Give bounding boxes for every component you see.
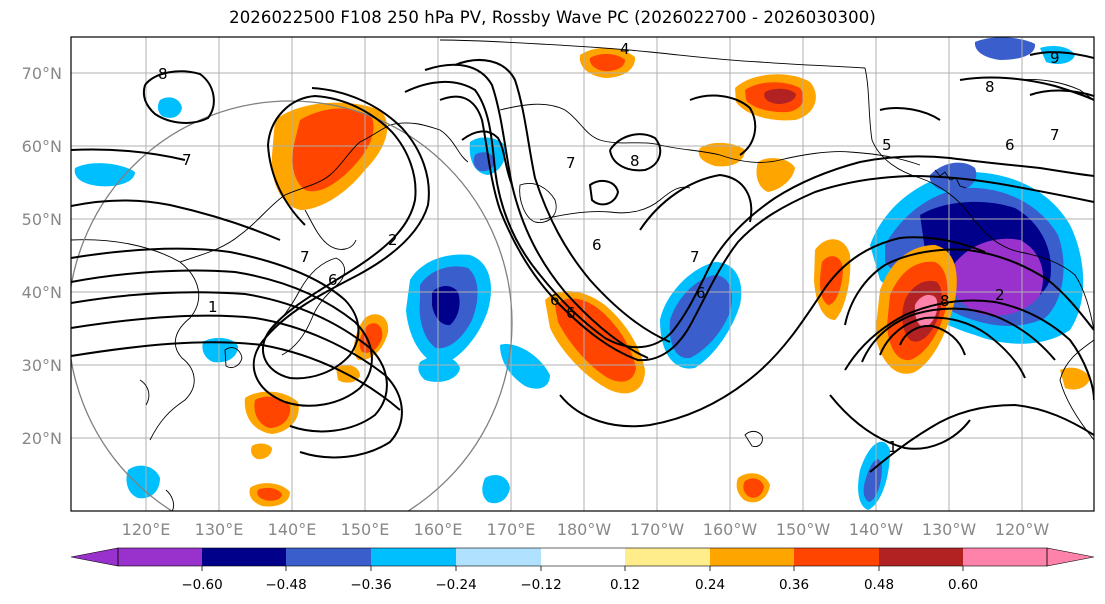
contour-label: 7 xyxy=(182,151,192,169)
colorbar-tick-label: −0.48 xyxy=(265,577,306,593)
colorbar-tick-label: −0.60 xyxy=(181,577,222,593)
lat-label: 50°N xyxy=(22,210,62,229)
contour-labels: 4 8 9 8 7 7 7 5 6 7 8 6 6 7 6 6 1 8 2 6 … xyxy=(158,40,1060,456)
contour-label: 7 xyxy=(566,154,576,172)
contour-label: 7 xyxy=(300,248,310,266)
contour-label: 6 xyxy=(696,284,706,302)
contour-label: 2 xyxy=(995,286,1005,304)
contour-label: 7 xyxy=(690,248,700,266)
longitude-labels: 120°E 130°E 140°E 150°E 160°E 170°E 180°… xyxy=(122,520,1050,539)
map-title: 2026022500 F108 250 hPa PV, Rossby Wave … xyxy=(229,8,876,27)
region-circle xyxy=(71,100,513,511)
lon-label: 180°W xyxy=(557,520,612,539)
colorbar-segment xyxy=(794,548,879,566)
colorbar-tick-label: 0.36 xyxy=(779,577,809,593)
contour-label: 4 xyxy=(620,40,630,58)
colorbar-segment xyxy=(963,548,1047,566)
contour-label: 1 xyxy=(888,438,898,456)
coastlines xyxy=(71,39,1094,511)
colorbar-extend-right xyxy=(1046,547,1095,567)
contour-label: 6 xyxy=(328,271,338,289)
colorbar-segment xyxy=(879,548,963,566)
lon-label: 120°E xyxy=(122,520,171,539)
contour-label: 8 xyxy=(630,152,640,170)
contour-label: 7 xyxy=(1050,126,1060,144)
map-plot-area: 4 8 9 8 7 7 7 5 6 7 8 6 6 7 6 6 1 8 2 6 … xyxy=(71,37,1094,511)
contour-label: 8 xyxy=(158,65,168,83)
graticule xyxy=(71,37,1094,511)
colorbar-tick-label: 0.12 xyxy=(610,577,640,593)
lat-label: 60°N xyxy=(22,137,62,156)
colorbar-extend-left xyxy=(70,547,119,567)
colorbar-tick-label: −0.36 xyxy=(350,577,391,593)
lon-label: 170°E xyxy=(487,520,536,539)
contour-label: 6 xyxy=(592,236,602,254)
colorbar-tick-label: −0.12 xyxy=(520,577,561,593)
contour-label: 8 xyxy=(940,292,950,310)
lon-label: 150°E xyxy=(341,520,390,539)
lat-label: 20°N xyxy=(22,429,62,448)
colorbar-tick-label: −0.24 xyxy=(435,577,476,593)
colorbar-segment xyxy=(286,548,371,566)
contour-label: 5 xyxy=(882,136,892,154)
lat-label: 40°N xyxy=(22,283,62,302)
lat-label: 70°N xyxy=(22,64,62,83)
colorbar-tick-label: 0.48 xyxy=(864,577,894,593)
map-frame xyxy=(70,36,1095,512)
contour-label: 8 xyxy=(985,78,995,96)
contour-label: 1 xyxy=(208,298,218,316)
pv-contours xyxy=(71,51,1094,473)
lon-label: 150°W xyxy=(776,520,831,539)
colorbar-segment xyxy=(456,548,541,566)
contour-label: 6 xyxy=(550,291,560,309)
colorbar-tick-label: 0.60 xyxy=(948,577,978,593)
colorbar-segment xyxy=(371,548,456,566)
lon-label: 140°E xyxy=(268,520,317,539)
contour-label: 6 xyxy=(566,304,576,322)
colorbar-segment xyxy=(118,548,202,566)
lon-label: 120°W xyxy=(995,520,1050,539)
lon-label: 170°W xyxy=(630,520,685,539)
colorbar-tick-label: 0.24 xyxy=(695,577,725,593)
lon-label: 130°E xyxy=(195,520,244,539)
pv-anomaly-shading xyxy=(74,37,1090,510)
lon-label: 160°E xyxy=(414,520,463,539)
contour-label: 2 xyxy=(388,231,398,249)
colorbar-segment xyxy=(202,548,286,566)
colorbar-segment xyxy=(625,548,710,566)
lat-label: 30°N xyxy=(22,356,62,375)
lon-label: 140°W xyxy=(849,520,904,539)
latitude-labels: 70°N 60°N 50°N 40°N 30°N 20°N xyxy=(22,64,62,448)
lon-label: 130°W xyxy=(922,520,977,539)
contour-label: 9 xyxy=(1050,49,1060,67)
colorbar-segment xyxy=(541,548,625,566)
colorbar: −0.60 −0.48 −0.36 −0.24 −0.12 0.12 0.24 0.36 0.4… xyxy=(70,547,1095,593)
colorbar-segment xyxy=(710,548,794,566)
colorbar-frame xyxy=(117,547,1048,567)
contour-label: 6 xyxy=(1005,136,1015,154)
lon-label: 160°W xyxy=(703,520,758,539)
